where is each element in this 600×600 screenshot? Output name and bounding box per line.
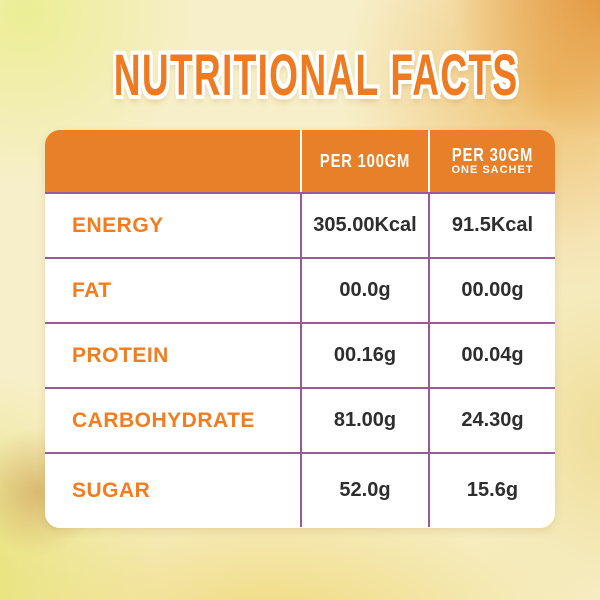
nutrient-label: SUGAR — [72, 478, 151, 502]
per-100gm-value: 305.00Kcal — [300, 194, 428, 257]
header-cell-per-100gm: PER 100GM — [300, 130, 428, 192]
per-30gm-value: 91.5Kcal — [428, 194, 555, 257]
nutrient-label: CARBOHYDRATE — [72, 408, 255, 432]
header-cell-per-30gm: PER 30GM ONE SACHET — [428, 130, 555, 192]
nutrient-label: FAT — [72, 278, 112, 302]
per-30gm-value: 00.04g — [428, 324, 555, 387]
per-30gm-value: 15.6g — [428, 454, 555, 527]
per-30gm-header-subtitle: ONE SACHET — [451, 164, 534, 177]
table-row-sugar: SUGAR 52.0g 15.6g — [45, 452, 555, 527]
table-row-carbohydrate: CARBOHYDRATE 81.00g 24.30g — [45, 387, 555, 452]
header-cell-blank — [45, 130, 300, 192]
per-100gm-value: 00.16g — [300, 324, 428, 387]
per-30gm-value: 00.00g — [428, 259, 555, 322]
page-title: NUTRITIONAL FACTS — [113, 43, 519, 108]
table-row-fat: FAT 00.0g 00.00g — [45, 257, 555, 322]
table-header-row: PER 100GM PER 30GM ONE SACHET — [45, 130, 555, 192]
nutrient-label: PROTEIN — [72, 343, 169, 367]
per-100gm-value: 81.00g — [300, 389, 428, 452]
per-30gm-header-label: PER 30GM — [451, 144, 534, 165]
page-title-wrap: NUTRITIONAL FACTS — [0, 42, 600, 109]
nutrition-table: PER 100GM PER 30GM ONE SACHET ENERGY 305… — [45, 130, 555, 528]
per-100gm-header-label: PER 100GM — [319, 150, 411, 171]
per-30gm-value: 24.30g — [428, 389, 555, 452]
per-100gm-value: 52.0g — [300, 454, 428, 527]
per-100gm-value: 00.0g — [300, 259, 428, 322]
table-row-protein: PROTEIN 00.16g 00.04g — [45, 322, 555, 387]
table-row-energy: ENERGY 305.00Kcal 91.5Kcal — [45, 192, 555, 257]
nutrient-label: ENERGY — [72, 213, 164, 237]
